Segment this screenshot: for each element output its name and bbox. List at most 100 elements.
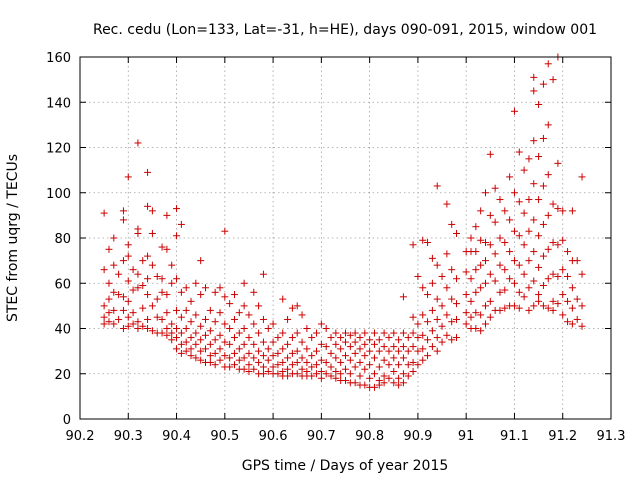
data-point	[264, 345, 272, 353]
data-point	[419, 345, 427, 353]
data-point	[269, 363, 277, 371]
data-point	[168, 336, 176, 344]
data-point	[187, 334, 195, 342]
data-point	[404, 334, 412, 342]
x-tick-label: 91.2	[548, 429, 577, 444]
data-point	[530, 180, 538, 188]
data-point	[288, 304, 296, 312]
data-point	[419, 284, 427, 292]
data-point	[110, 234, 118, 242]
data-point	[520, 293, 528, 301]
data-point	[361, 340, 369, 348]
data-point	[337, 345, 345, 353]
data-point	[380, 372, 388, 380]
data-point	[226, 325, 234, 332]
data-point	[139, 322, 147, 330]
data-point	[317, 340, 325, 348]
data-point	[549, 306, 557, 314]
y-axis-title: STEC from uqrg / TECUs	[5, 154, 21, 322]
data-point	[153, 295, 161, 303]
data-point	[250, 320, 258, 328]
data-point	[288, 349, 296, 357]
data-point	[351, 329, 359, 337]
data-point	[568, 304, 576, 312]
data-point	[544, 211, 552, 219]
data-point	[535, 101, 543, 109]
data-point	[255, 358, 263, 366]
data-point	[163, 309, 171, 317]
data-point	[148, 327, 156, 335]
data-point	[274, 334, 282, 342]
data-point	[158, 288, 166, 296]
y-tick-label: 140	[46, 96, 71, 111]
data-point	[144, 325, 152, 332]
data-point	[216, 309, 224, 317]
data-point	[284, 365, 292, 373]
data-point	[158, 315, 166, 323]
y-tick-label: 120	[46, 142, 71, 157]
data-point	[216, 331, 224, 339]
data-point	[385, 334, 393, 342]
data-point	[221, 227, 229, 235]
data-point	[549, 239, 557, 247]
data-point	[206, 327, 214, 335]
data-point	[206, 340, 214, 348]
data-point	[119, 216, 127, 224]
data-point	[564, 272, 572, 280]
data-point	[366, 336, 374, 344]
data-point	[259, 370, 267, 378]
data-point	[554, 272, 562, 280]
data-point	[361, 365, 369, 373]
x-axis-title: GPS time / Days of year 2015	[242, 458, 449, 474]
data-point	[269, 320, 277, 328]
data-point	[173, 306, 181, 314]
data-point	[559, 236, 567, 244]
data-point	[515, 198, 523, 206]
data-point	[486, 270, 494, 278]
data-point	[501, 266, 509, 274]
y-tick-label: 0	[63, 413, 71, 428]
data-point	[129, 309, 137, 317]
y-tick-label: 160	[46, 51, 71, 66]
data-point	[100, 266, 108, 274]
data-point	[279, 345, 287, 353]
data-point	[366, 374, 374, 382]
data-point	[327, 334, 335, 342]
data-point	[559, 207, 567, 215]
data-point	[515, 288, 523, 296]
data-point	[424, 352, 432, 360]
data-point	[395, 381, 403, 389]
data-point	[298, 338, 306, 346]
data-point	[568, 207, 576, 215]
data-point	[346, 343, 354, 351]
data-point	[462, 309, 470, 317]
data-point	[477, 327, 485, 335]
data-point	[230, 361, 238, 369]
data-point	[226, 340, 234, 348]
data-point	[544, 171, 552, 179]
data-point	[177, 220, 185, 228]
data-point	[520, 241, 528, 249]
data-point	[221, 293, 229, 301]
data-point	[269, 352, 277, 360]
data-point	[404, 347, 412, 355]
data-point	[544, 304, 552, 312]
data-point	[221, 352, 229, 360]
data-point	[481, 302, 489, 310]
data-point	[274, 361, 282, 369]
data-point	[370, 340, 378, 348]
data-point	[486, 297, 494, 305]
data-point	[221, 338, 229, 346]
data-point	[119, 257, 127, 265]
data-point	[443, 250, 451, 258]
data-point	[481, 279, 489, 287]
data-point	[544, 275, 552, 283]
data-point	[284, 372, 292, 380]
data-point	[269, 338, 277, 346]
data-point	[110, 306, 118, 314]
data-point	[409, 358, 417, 366]
data-point	[317, 356, 325, 364]
data-point	[559, 311, 567, 319]
y-tick-label: 80	[54, 232, 71, 247]
data-point	[342, 377, 349, 385]
